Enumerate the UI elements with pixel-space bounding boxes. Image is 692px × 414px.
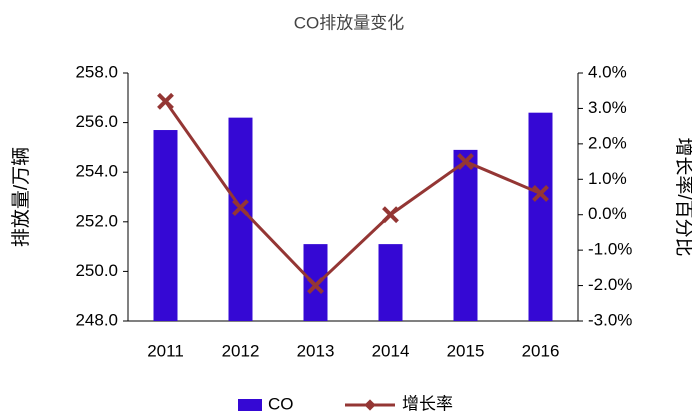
y2-tick-label: 0.0%: [588, 204, 627, 223]
y2-tick-label: 2.0%: [588, 133, 627, 152]
line: [164, 100, 542, 288]
y-tick-label: 256.0: [75, 112, 118, 131]
y2-tick-label: -3.0%: [588, 310, 632, 329]
y-axis-label: 排放量/万辆: [10, 147, 32, 247]
y2-tick-label: 1.0%: [588, 169, 627, 188]
bar: [528, 112, 553, 322]
y-tick-label: 258.0: [75, 62, 118, 81]
legend-label: CO: [268, 394, 294, 413]
marker: [457, 153, 474, 170]
y-tick-label: 252.0: [75, 211, 118, 230]
x-tick-label: 2013: [297, 341, 335, 360]
x-tick-label: 2014: [372, 341, 410, 360]
chart-title: CO排放量变化: [294, 13, 405, 32]
bar: [303, 244, 328, 321]
marker: [232, 199, 249, 217]
bar: [453, 149, 478, 321]
y-tick-label: 248.0: [75, 310, 118, 329]
bar: [378, 244, 403, 321]
bar: [153, 130, 178, 321]
y2-axis-label: 增长率/百分比: [673, 137, 692, 256]
y-tick-label: 250.0: [75, 261, 118, 280]
marker: [307, 277, 324, 294]
marker: [532, 185, 549, 202]
x-tick-label: 2012: [222, 341, 260, 360]
marker: [382, 206, 399, 224]
y2-tick-label: -1.0%: [588, 240, 632, 259]
y2-tick-label: 3.0%: [588, 98, 627, 117]
legend-swatch: [238, 399, 262, 411]
marker: [157, 92, 174, 110]
legend-marker: [364, 399, 376, 411]
bar: [228, 117, 253, 321]
x-tick-label: 2016: [522, 341, 560, 360]
x-tick-label: 2015: [447, 341, 485, 360]
y2-tick-label: -2.0%: [588, 275, 632, 294]
y2-tick-label: 4.0%: [588, 62, 627, 81]
legend-label: 增长率: [402, 394, 453, 413]
x-tick-label: 2011: [147, 341, 184, 360]
y-tick-label: 254.0: [75, 162, 118, 181]
